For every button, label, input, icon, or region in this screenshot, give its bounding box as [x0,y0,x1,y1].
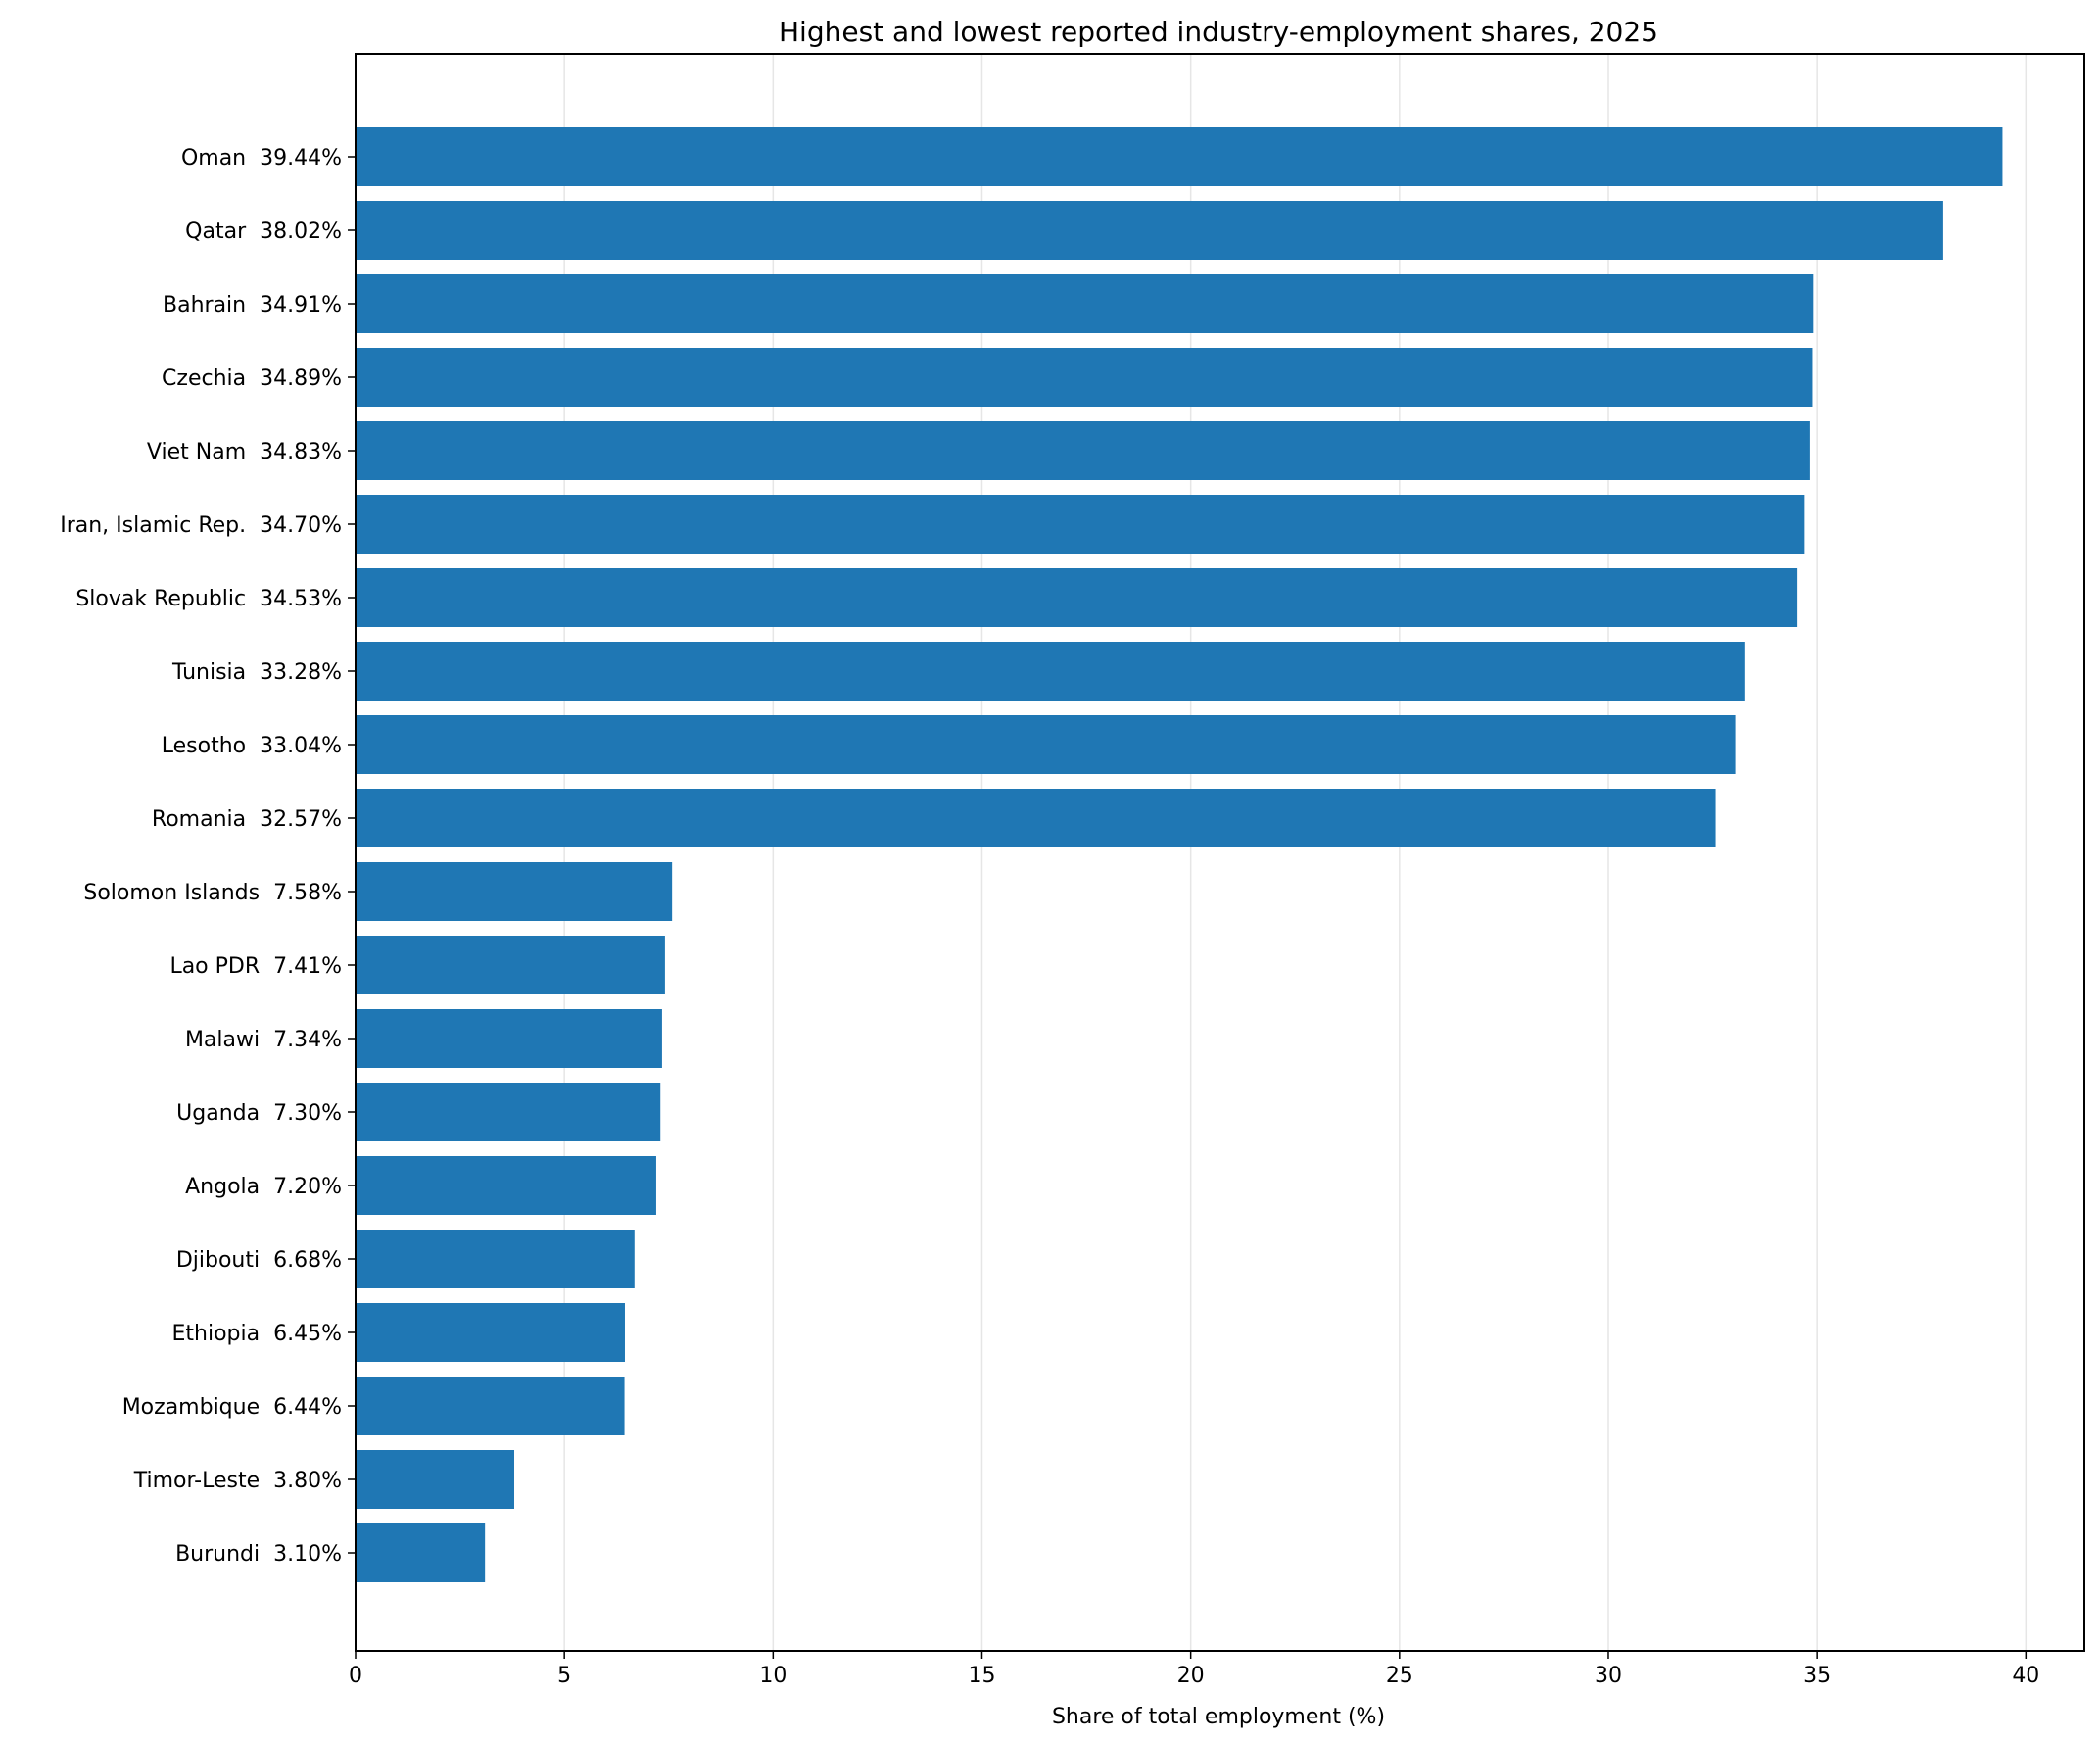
plot-frame [355,53,2085,1652]
x-tick-label: 30 [1595,1664,1622,1688]
x-tick-label: 10 [759,1664,787,1688]
x-axis-label: Share of total employment (%) [1052,1705,1385,1729]
bar [356,1083,661,1141]
x-tick-label: 40 [2012,1664,2039,1688]
y-tick-label: Bahrain 34.91% [163,293,342,317]
bar [356,127,2003,186]
bar [356,568,1798,627]
y-tick-label: Lesotho 33.04% [162,734,342,758]
bar [356,936,665,994]
bar [356,274,1814,333]
y-tick-label: Burundi 3.10% [175,1542,342,1567]
bar [356,495,1805,554]
y-tick-label: Ethiopia 6.45% [172,1322,342,1346]
x-tick-label: 25 [1386,1664,1413,1688]
y-tick-label: Iran, Islamic Rep. 34.70% [60,513,342,538]
chart-title: Highest and lowest reported industry-emp… [779,16,1658,48]
y-tick-label: Timor-Leste 3.80% [133,1469,342,1493]
x-tick-label: 15 [968,1664,995,1688]
x-tick-label: 20 [1177,1664,1205,1688]
y-tick-label: Djibouti 6.68% [176,1248,342,1273]
bar [356,1523,486,1582]
bar [356,1377,625,1435]
bar [356,1156,656,1215]
x-tick-label: 5 [557,1664,571,1688]
bar [356,1230,635,1288]
y-tick-label: Tunisia 33.28% [171,660,342,685]
x-axis-tick-labels: 0 5 10 15 20 25 30 35 40 [349,1651,2039,1688]
bar [356,642,1745,701]
y-tick-label: Angola 7.20% [185,1175,342,1199]
x-tick-label: 35 [1803,1664,1831,1688]
y-tick-label: Qatar 38.02% [185,219,342,244]
y-axis-tick-labels: Oman 39.44% Qatar 38.02% Bahrain 34.91% Cze… [60,146,356,1567]
bar [356,421,1810,480]
y-tick-label: Lao PDR 7.41% [169,954,342,979]
y-tick-label: Czechia 34.89% [162,366,342,391]
bar [356,348,1813,407]
y-tick-label: Malawi 7.34% [185,1028,342,1052]
bar [356,789,1716,847]
x-tick-label: 0 [349,1664,362,1688]
bar [356,1303,625,1362]
bar [356,1450,515,1509]
y-tick-label: Viet Nam 34.83% [147,440,342,464]
y-tick-label: Uganda 7.30% [176,1101,342,1126]
y-tick-label: Slovak Republic 34.53% [75,587,342,611]
y-tick-label: Oman 39.44% [181,146,342,170]
bar [356,715,1736,774]
bars [356,127,2003,1582]
y-tick-label: Solomon Islands 7.58% [83,881,342,905]
y-tick-label: Mozambique 6.44% [122,1395,342,1420]
y-tick-label: Romania 32.57% [152,807,342,832]
bar [356,862,673,921]
bar [356,1009,662,1068]
bar [356,201,1943,260]
